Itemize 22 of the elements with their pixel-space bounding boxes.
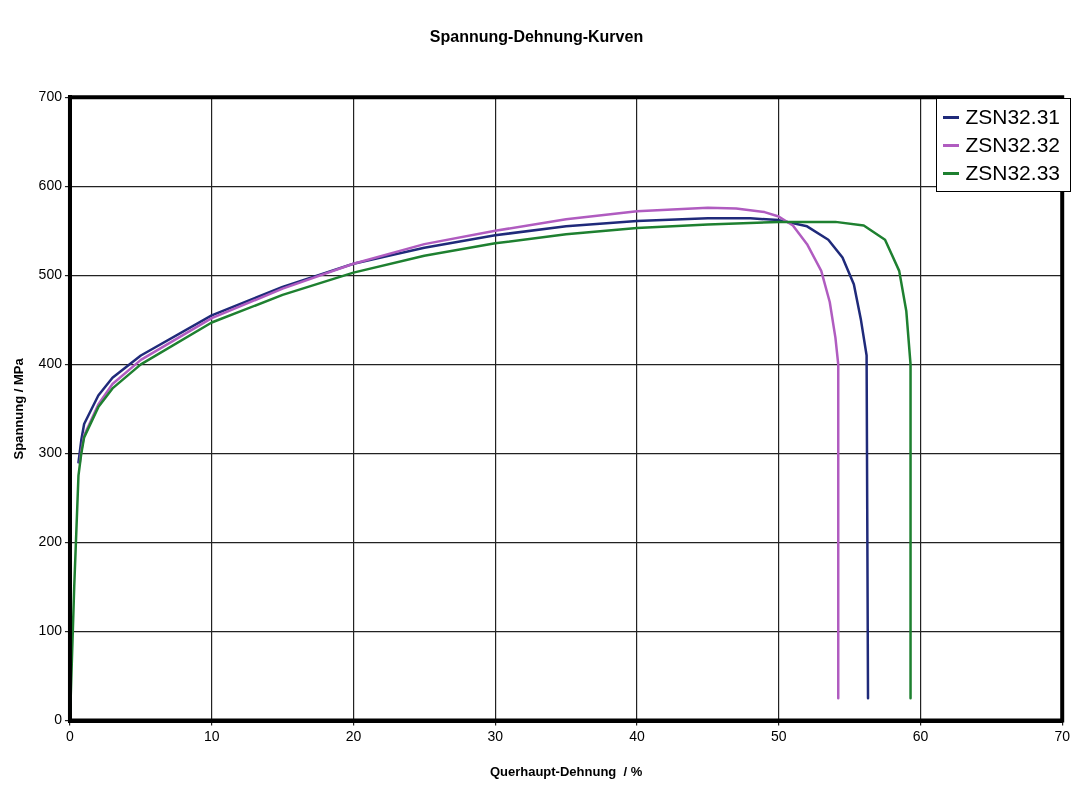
y-tick-label: 300: [38, 444, 63, 461]
x-tick-label: 0: [66, 727, 75, 744]
x-tick-label: 10: [203, 727, 220, 744]
x-tick-label: 40: [629, 727, 645, 744]
y-tick-label: 400: [38, 355, 63, 372]
legend-label: ZSN32.33: [965, 160, 1060, 186]
y-tick-label: 0: [54, 711, 63, 728]
y-tick-label: 200: [38, 533, 63, 550]
y-tick-label: 600: [38, 177, 63, 194]
y-tick-label: 700: [38, 88, 63, 105]
x-tick-label: 20: [345, 727, 362, 744]
x-tick-label: 70: [1054, 727, 1071, 744]
y-axis-title: Spannung / MPa: [11, 357, 27, 460]
chart-title: Spannung-Dehnung-Kurven: [429, 28, 644, 46]
x-axis-title: Querhaupt-Dehnung / %: [489, 763, 643, 779]
legend-label: ZSN32.31: [965, 104, 1060, 130]
x-tick-label: 50: [770, 727, 787, 744]
x-tick-label: 30: [487, 727, 504, 744]
x-tick-label: 60: [912, 727, 929, 744]
y-tick-label: 500: [38, 266, 63, 283]
y-tick-label: 100: [38, 622, 63, 639]
legend-label: ZSN32.32: [965, 132, 1060, 158]
